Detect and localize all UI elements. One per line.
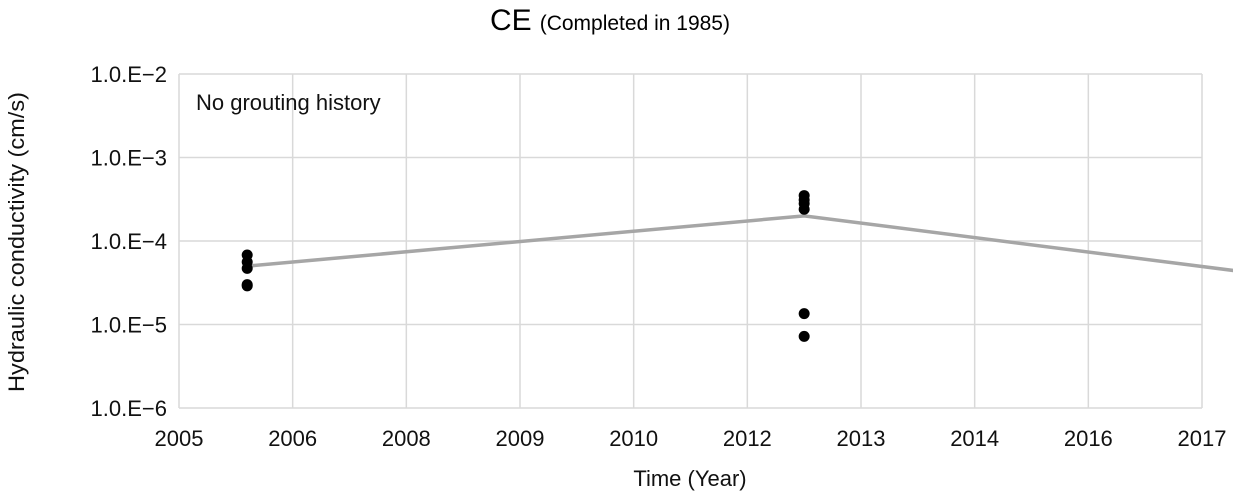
grid-lines [178, 73, 1203, 409]
y-tick-label: 1.0.E−5 [91, 313, 167, 338]
x-tick-label: 2008 [382, 426, 431, 451]
x-tick-label: 2016 [1064, 426, 1113, 451]
y-axis-label: Hydraulic conductivity (cm/s) [4, 92, 29, 392]
trend-line [247, 214, 1233, 273]
x-tick-label: 2012 [723, 426, 772, 451]
y-tick-label: 1.0.E−3 [91, 146, 167, 171]
y-axis-ticks: 1.0.E−6 1.0.E−5 1.0.E−4 1.0.E−3 1.0.E−2 [91, 62, 167, 421]
x-tick-label: 2009 [496, 426, 545, 451]
annotation-no-grouting: No grouting history [196, 90, 381, 115]
x-tick-label: 2013 [837, 426, 886, 451]
x-tick-label: 2017 [1178, 426, 1227, 451]
y-tick-label: 1.0.E−6 [91, 396, 167, 421]
trend-line-group [247, 214, 1233, 273]
data-point [798, 203, 810, 215]
x-tick-label: 2014 [950, 426, 999, 451]
chart-title-group: CE (Completed in 1985) [490, 4, 730, 37]
data-point [241, 280, 253, 292]
x-axis-ticks: 2005 2006 2008 2009 2010 2012 2013 2014 2016 2017 [155, 426, 1227, 451]
x-tick-label: 2005 [155, 426, 204, 451]
chart-title: CE [490, 4, 532, 37]
x-tick-label: 2006 [268, 426, 317, 451]
data-points [241, 190, 810, 342]
y-tick-label: 1.0.E−2 [91, 62, 167, 87]
data-point [241, 262, 253, 274]
x-tick-label: 2010 [609, 426, 658, 451]
data-point [798, 330, 810, 342]
x-axis-label: Time (Year) [633, 466, 746, 491]
chart-subtitle: (Completed in 1985) [540, 12, 730, 35]
data-point [798, 308, 810, 320]
y-tick-label: 1.0.E−4 [91, 229, 167, 254]
